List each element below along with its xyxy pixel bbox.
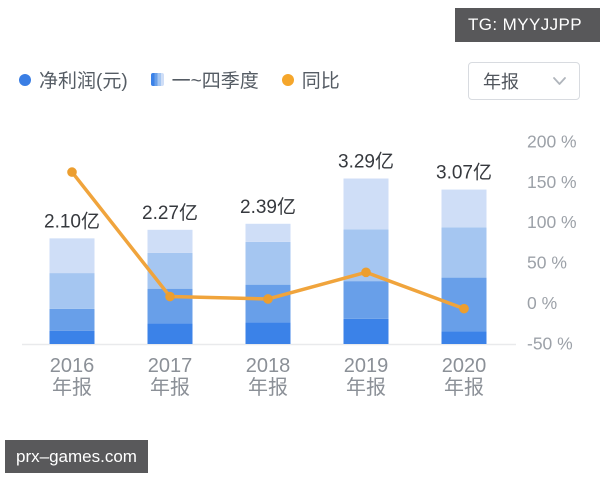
x-axis-period-label: 年报 [248,376,288,399]
yoy-point[interactable] [67,167,77,177]
right-axis-tick-label: 50 % [527,253,567,273]
legend-item-yoy[interactable]: 同比 [281,66,340,93]
bar-segment-q1[interactable] [49,330,95,344]
bar-total-label: 2.39亿 [240,196,296,218]
chevron-down-icon [552,76,567,86]
bar-segment-q4[interactable] [343,178,389,230]
period-dropdown-value: 年报 [483,72,519,92]
bar-segment-q1[interactable] [245,322,291,344]
legend: 净利润(元) 一~四季度 同比 [19,66,340,93]
x-axis-period-label: 年报 [150,376,190,399]
x-axis-year-label: 2018 [246,355,291,377]
x-axis-period-label: 年报 [52,376,92,399]
yoy-point[interactable] [459,303,469,314]
x-axis-period-label: 年报 [346,376,386,399]
legend-label-quarters: 一~四季度 [171,71,259,92]
watermark-badge: prx–games.com [5,440,148,473]
bar-segment-q2[interactable] [49,308,95,331]
legend-item-net-profit[interactable]: 净利润(元) [19,66,128,93]
tg-badge: TG: MYYJJPP [455,8,600,42]
bar-segment-q1[interactable] [343,318,389,344]
x-axis-year-label: 2019 [344,355,389,377]
right-axis-tick-label: 100 % [527,212,577,232]
bar-total-label: 3.07亿 [436,162,492,184]
bar-segment-q4[interactable] [245,223,291,242]
yoy-dot-icon [281,73,294,86]
bar-total-label: 2.10亿 [44,210,100,232]
x-axis-year-label: 2020 [442,355,487,377]
bar-segment-q1[interactable] [147,323,193,344]
yoy-point[interactable] [165,291,175,302]
right-axis-tick-label: 150 % [527,172,577,192]
x-axis-period-label: 年报 [444,376,484,399]
yoy-point[interactable] [263,294,273,304]
period-dropdown[interactable]: 年报 [468,62,580,100]
bar-segment-q1[interactable] [441,331,487,344]
quarters-swatch-icon [150,73,164,86]
bar-segment-q3[interactable] [147,252,193,289]
right-axis-tick-label: 0 % [527,293,557,313]
net-profit-dot-icon [19,73,31,86]
bar-total-label: 2.27亿 [142,202,198,224]
legend-item-quarters[interactable]: 一~四季度 [150,66,259,93]
legend-label-yoy: 同比 [301,71,340,92]
bar-segment-q4[interactable] [49,238,95,274]
bar-segment-q4[interactable] [441,189,487,228]
bar-segment-q2[interactable] [343,281,389,319]
bar-segment-q3[interactable] [49,273,95,309]
legend-label-net-profit: 净利润(元) [39,71,128,92]
x-axis-year-label: 2016 [50,355,95,377]
bar-segment-q3[interactable] [441,227,487,278]
yoy-point[interactable] [361,267,371,278]
bar-segment-q3[interactable] [245,241,291,285]
bar-segment-q4[interactable] [147,229,193,253]
right-axis-tick-label: 200 % [527,131,577,151]
x-axis-year-label: 2017 [148,355,193,377]
right-axis-tick-label: -50 % [527,333,573,353]
bar-total-label: 3.29亿 [338,151,394,173]
